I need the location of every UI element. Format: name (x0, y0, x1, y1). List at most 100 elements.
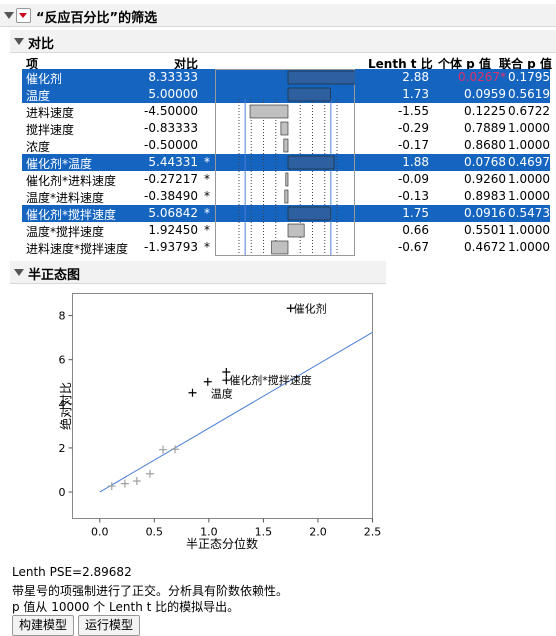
col-header-lenth-t[interactable]: Lenth t 比 (368, 57, 433, 71)
contrasts-section-header (10, 30, 556, 53)
lenth-t-cell: 2.88 (402, 70, 429, 84)
data-point[interactable] (188, 388, 197, 397)
individual-p-cell: 0.7889 (464, 121, 506, 135)
contrast-bar (287, 70, 355, 85)
col-header-simultaneous-p[interactable]: 联合 p 值 (499, 57, 552, 71)
data-point[interactable] (286, 304, 295, 313)
table-row[interactable]: 催化剂*进料速度 -0.27217 * -0.09 0.9260 1.0000 (22, 171, 550, 188)
y-tick-label: 0 (59, 486, 66, 499)
term-cell: 催化剂*进料速度 (26, 174, 117, 188)
contrasts-section-title: 对比 (28, 37, 55, 52)
point-label: 催化剂*搅拌速度 (229, 373, 312, 387)
term-cell: 进料速度*搅拌速度 (26, 242, 129, 256)
contrast-cell: -0.50000 (144, 138, 198, 152)
orthog-star: * (204, 155, 210, 169)
x-tick-label: 0.5 (146, 526, 164, 539)
simultaneous-p-cell: 1.0000 (508, 189, 550, 203)
contrast-bar (287, 87, 331, 102)
table-row[interactable]: 温度*进料速度 -0.38490 * -0.13 0.8983 1.0000 (22, 188, 550, 205)
col-header-individual-p[interactable]: 个体 p 值 (438, 57, 491, 71)
contrast-cell: -0.27217 (144, 172, 198, 186)
table-row[interactable]: 浓度 -0.50000 -0.17 0.8680 1.0000 (22, 137, 550, 154)
data-point[interactable] (145, 469, 154, 478)
y-tick-label: 6 (59, 354, 66, 367)
term-cell: 催化剂 (26, 72, 63, 86)
x-tick-label: 1.5 (255, 526, 273, 539)
individual-p-cell: 0.5501 (464, 223, 506, 237)
contrast-cell: -4.50000 (144, 104, 198, 118)
lenth-t-cell: 1.88 (402, 155, 429, 169)
orthog-star: * (204, 172, 210, 186)
orthog-star: * (204, 189, 210, 203)
collapse-triangle-icon[interactable] (14, 269, 24, 276)
data-point[interactable] (203, 377, 212, 386)
simultaneous-p-cell: 1.0000 (508, 121, 550, 135)
lenth-t-cell: -0.13 (397, 189, 429, 203)
simultaneous-p-cell: 0.6722 (508, 104, 550, 118)
term-cell: 温度 (26, 89, 51, 103)
note-pvalue-simulation: p 值从 10000 个 Lenth t 比的模拟导出。 (12, 600, 240, 614)
plot-frame (72, 293, 373, 519)
point-label: 温度 (211, 387, 233, 401)
individual-p-cell: 0.8680 (464, 138, 506, 152)
lenth-t-cell: -0.09 (397, 172, 429, 186)
orthog-star: * (204, 240, 210, 254)
term-cell: 温度*搅拌速度 (26, 225, 105, 239)
data-point[interactable] (120, 479, 129, 488)
lenth-t-cell: -0.29 (397, 121, 429, 135)
contrast-cell: -0.83333 (144, 121, 198, 135)
data-point[interactable] (107, 482, 116, 491)
data-point[interactable] (132, 477, 141, 485)
y-tick-label: 2 (59, 442, 66, 455)
x-tick-label: 2.0 (309, 526, 327, 539)
table-row[interactable]: 搅拌速度 -0.83333 -0.29 0.7889 1.0000 (22, 120, 550, 137)
collapse-triangle-icon[interactable] (14, 38, 24, 45)
lenth-t-cell: -0.17 (397, 138, 429, 152)
simultaneous-p-cell: 1.0000 (508, 138, 550, 152)
col-header-term[interactable]: 项 (26, 57, 39, 71)
table-row[interactable]: 进料速度 -4.50000 -1.55 0.1225 0.6722 (22, 103, 550, 120)
table-row[interactable]: 催化剂 8.33333 2.88 0.0267* 0.1795 (22, 69, 550, 86)
plot-axes: 0.0 0.5 1.0 1.5 2.0 2.5 0 2 4 6 8 (59, 310, 382, 539)
term-cell: 进料速度 (26, 106, 75, 120)
contrast-bar (284, 189, 289, 204)
table-row[interactable]: 温度*搅拌速度 1.92450 * 0.66 0.5501 1.0000 (22, 222, 550, 239)
simultaneous-p-cell: 0.1795 (508, 70, 550, 84)
term-cell: 浓度 (26, 140, 51, 154)
lenth-pse-text: Lenth PSE=2.89682 (12, 565, 132, 579)
x-tick-label: 0.0 (91, 526, 109, 539)
x-axis-label: 半正态分位数 (186, 536, 258, 551)
table-row[interactable]: 进料速度*搅拌速度 -1.93793 * -0.67 0.4672 1.0000 (22, 239, 550, 256)
term-cell: 催化剂*搅拌速度 (26, 208, 117, 222)
fit-line (99, 331, 373, 493)
data-point[interactable] (159, 445, 168, 454)
table-row[interactable]: 温度 5.00000 1.73 0.0959 0.5619 (22, 86, 550, 103)
individual-p-cell: 0.8983 (464, 189, 506, 203)
contrast-cell: 5.00000 (148, 87, 198, 101)
lenth-t-cell: 1.75 (402, 206, 429, 220)
red-triangle-menu-button[interactable] (16, 8, 31, 23)
data-point[interactable] (222, 368, 231, 377)
simultaneous-p-cell: 1.0000 (508, 240, 550, 254)
note-orthogonal: 带星号的项强制进行了正交。分析具有阶数依赖性。 (12, 584, 289, 598)
data-point[interactable] (222, 376, 231, 385)
run-model-button[interactable]: 运行模型 (78, 615, 141, 636)
contrast-cell: -1.93793 (144, 240, 198, 254)
term-cell: 搅拌速度 (26, 123, 75, 137)
data-point[interactable] (171, 445, 180, 454)
contrast-bar (287, 155, 335, 170)
orthog-star: * (204, 206, 210, 220)
make-model-button[interactable]: 构建模型 (12, 615, 75, 636)
lenth-t-cell: -1.55 (397, 104, 429, 118)
simultaneous-p-cell: 1.0000 (508, 223, 550, 237)
contrast-cell: -0.38490 (144, 189, 198, 203)
contrast-bar (287, 206, 332, 221)
contrast-cell: 1.92450 (148, 223, 198, 237)
col-header-contrast[interactable]: 对比 (174, 57, 199, 71)
table-row[interactable]: 催化剂*搅拌速度 5.06842 * 1.75 0.0916 0.5473 (22, 205, 550, 222)
collapse-triangle-icon[interactable] (4, 12, 14, 19)
contrast-cell: 8.33333 (148, 70, 198, 84)
table-row[interactable]: 催化剂*温度 5.44331 * 1.88 0.0768 0.4697 (22, 154, 550, 171)
